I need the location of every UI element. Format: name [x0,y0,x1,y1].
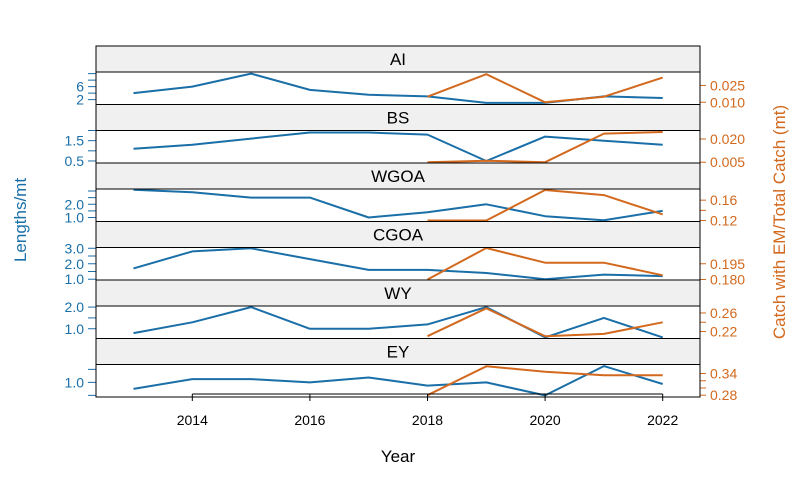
series-line-catch-ratio [427,307,663,338]
x-tick-label: 2022 [647,412,678,428]
series-line-lengths [133,247,663,281]
strip-label: EY [387,343,410,362]
panel-ey: EY 1.0 0.28 0.34 [65,338,737,403]
right-tick-label: 0.020 [710,131,745,147]
series-line-catch-ratio [427,131,663,164]
right-tick-label: 0.12 [710,212,737,228]
strip-label: AI [390,50,406,69]
left-tick-label: 2.0 [65,256,85,272]
right-tick-label: 0.005 [710,154,745,170]
strip-label: CGOA [373,226,424,245]
panel-wgoa: WGOA 1.02.0 0.12 0.16 [65,162,737,228]
series-line-lengths [133,131,663,162]
x-tick-label: 2016 [294,412,325,428]
strip-background [96,46,700,72]
series-line-catch-ratio [427,189,664,222]
series-line-catch-ratio [427,247,663,281]
left-tick-label: 2.0 [65,196,85,212]
panel-frame [95,338,701,398]
x-tick-label: 2018 [412,412,443,428]
right-tick-label: 0.180 [710,271,745,287]
left-tick-label: 3.0 [65,240,85,256]
left-tick-label: 2 [76,92,84,108]
left-tick-label: 1.0 [65,321,85,337]
left-tick-label: 6 [76,79,84,95]
series-line-lengths [133,306,664,339]
strip-background [96,280,700,306]
right-axis-title: Catch with EM/Total Catch (mt) [770,105,789,339]
left-tick-label: 1.0 [65,210,85,226]
strip-label: WY [384,284,411,303]
strip-background [96,104,700,131]
series-line-lengths [133,365,663,397]
left-axis-title: Lengths/mt [11,178,30,262]
left-tick-label: 1.0 [65,271,85,287]
panels-group: AI260.0100.025BS0.51.50.0050.020WGOA1.02… [65,45,745,403]
strip-background [96,338,700,365]
x-axis: 2014 2016 2018 2020 2022 [177,393,678,428]
strip-label: WGOA [371,167,425,186]
left-tick-label: 2.0 [65,299,85,315]
right-tick-label: 0.28 [710,387,737,403]
panel-wy: WY 1.0 2.0 0.22 0.26 [65,279,737,340]
left-tick-label: 0.5 [65,153,85,169]
right-tick-label: 0.025 [710,77,745,93]
left-tick-label: 1.0 [65,374,85,390]
right-tick-label: 0.010 [710,94,745,110]
strip-background [96,221,700,248]
series-line-catch-ratio [427,365,663,397]
strip-background [96,163,700,189]
panel-bs: BS 0.5 1.5 0.005 0.020 [65,104,745,170]
x-tick-label: 2014 [177,412,208,428]
series-line-catch-ratio [427,73,664,104]
right-tick-label: 0.195 [710,256,745,272]
series-line-lengths [133,188,663,222]
right-tick-label: 0.34 [710,366,737,382]
right-tick-label: 0.22 [710,324,737,340]
left-tick-label: 1.5 [65,133,85,149]
right-tick-label: 0.26 [710,305,737,321]
x-tick-label: 2020 [530,412,561,428]
strip-label: BS [387,109,410,128]
right-tick-label: 0.16 [710,192,737,208]
x-axis-title: Year [381,447,416,466]
